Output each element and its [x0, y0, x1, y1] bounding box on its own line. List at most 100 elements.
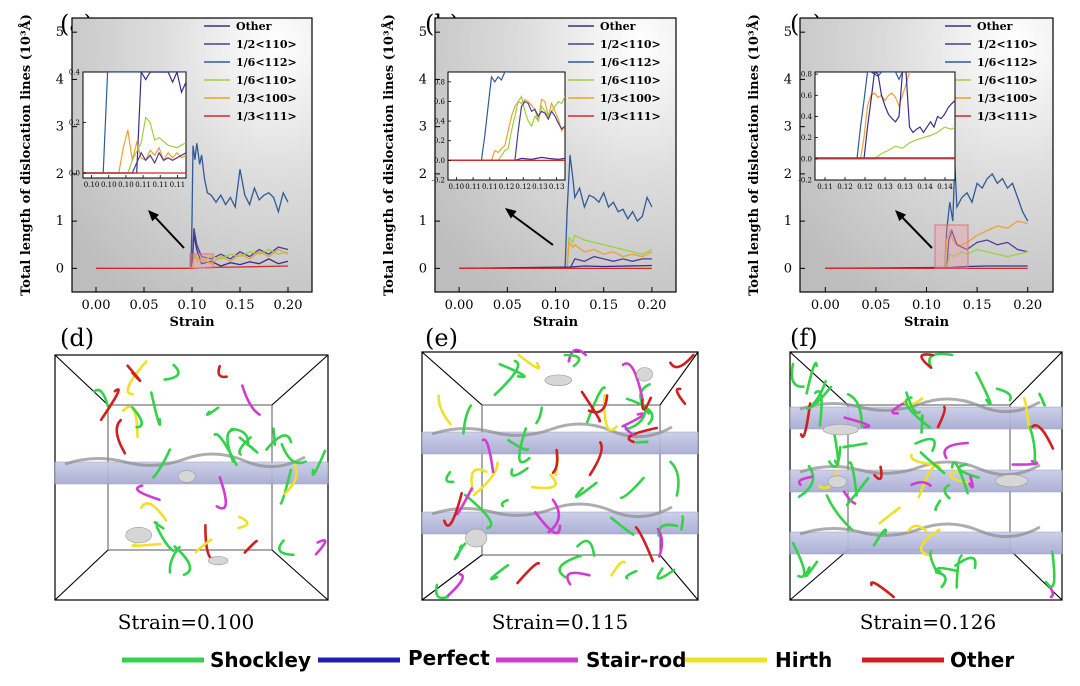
dislocation-line: [1022, 397, 1031, 431]
inset-series-line-1-3-100: [448, 98, 565, 161]
zoom-region-box: [934, 224, 969, 269]
dislocation-line: [624, 408, 647, 431]
zoom-arrow-head: [148, 210, 159, 222]
zoom-arrow-head: [505, 208, 517, 219]
dislocation-line: [619, 476, 645, 500]
y-axis-label: Total length of dislocation lines (10³Å): [381, 14, 397, 296]
interface-plane: [789, 531, 1063, 555]
dislocation-line: [574, 481, 598, 498]
zoom-arrow-head: [895, 210, 907, 222]
dislocation-line: [657, 523, 679, 537]
inset-series-line-1-6-110: [83, 116, 186, 174]
dislocation-line: [804, 560, 819, 578]
inset-y-tick-label: 0.6: [801, 92, 813, 100]
zoom-region-box: [189, 253, 214, 269]
dislocation-line: [873, 465, 883, 481]
dislocation-line: [904, 396, 931, 429]
defect-cluster: [636, 367, 653, 382]
legend-label-1-3-111: 1/3<111>: [977, 110, 1038, 123]
dislocation-line: [434, 583, 449, 600]
series-line-1-6-112: [825, 164, 1029, 270]
dislocation-line: [280, 442, 307, 465]
dislocation-line: [163, 363, 180, 381]
inset-series-group: [448, 72, 565, 161]
y-tick-label: 5: [419, 25, 427, 40]
legend-label-1-3-100: 1/3<100>: [600, 92, 661, 105]
defect-cluster: [822, 423, 859, 436]
y-axis-label: Total length of dislocation lines (10³Å): [18, 14, 34, 296]
dislocation-line: [115, 418, 127, 455]
legend-label-1-6-110: 1/6<110>: [236, 74, 297, 87]
zoom-arrow-line: [900, 215, 933, 249]
legend-label-other: Other: [236, 20, 272, 33]
dislocation-line: [518, 427, 531, 464]
dislocation-line: [489, 563, 510, 581]
dislocation-line: [603, 393, 618, 432]
caption-d: Strain=0.100: [118, 610, 255, 634]
x-axis-label: Strain: [169, 315, 215, 330]
dislocation-line: [566, 571, 591, 586]
dislocation-line: [842, 442, 868, 449]
y-axis-label: Total length of dislocation lines (10³Å): [746, 14, 762, 296]
dislocation-line: [500, 498, 509, 508]
series-line-1-3-100: [825, 220, 1028, 270]
interface-plane: [421, 511, 699, 535]
zoom-arrow-line: [153, 215, 185, 249]
plane-surface-feature: [431, 422, 673, 439]
x-tick-label: 0.10: [912, 298, 941, 313]
dislocation-line: [907, 524, 928, 533]
inset-y-tick-label: 0.0: [434, 157, 445, 165]
dislocation-line: [472, 461, 499, 497]
legend-label-1-6-110: 1/6<110>: [600, 74, 661, 87]
dislocation-line: [919, 528, 941, 557]
dislocation-line: [920, 353, 934, 369]
panel-label-d: (d): [60, 324, 94, 352]
y-tick-label: 3: [56, 120, 64, 135]
legend-label-hirth: Hirth: [775, 648, 832, 672]
dislocation-line: [150, 391, 162, 426]
x-tick-label: 0.00: [811, 298, 840, 313]
legend-label-1-2-110: 1/2<110>: [977, 38, 1038, 51]
x-tick-label: 0.00: [445, 298, 474, 313]
inset-y-tick-label: 0.2: [801, 134, 812, 142]
y-tick-label: 3: [784, 120, 792, 135]
inset-series-line-1-6-110: [815, 126, 955, 160]
y-tick-label: 4: [784, 72, 792, 87]
dislocation-line: [135, 484, 161, 501]
y-tick-label: 1: [784, 214, 792, 229]
dislocation-line: [241, 384, 261, 416]
dislocation-line: [621, 362, 644, 401]
legend-label-other: Other: [950, 648, 1014, 672]
defect-cluster: [177, 470, 196, 483]
x-tick-label: 0.10: [541, 298, 570, 313]
inset-y-tick-label: 0.8: [801, 71, 812, 79]
inset-x-tick-label: 0.12: [499, 183, 515, 191]
dislocation-line: [205, 406, 220, 416]
y-tick-label: 5: [784, 25, 792, 40]
dislocation-line: [443, 491, 463, 527]
dislocation-line: [194, 538, 213, 554]
dislocation-line: [799, 402, 812, 438]
dislocation-legend: Shockley Perfect Stair-rod Hirth Other: [122, 646, 1014, 672]
dislocation-line: [791, 541, 806, 579]
dislocation-line: [656, 567, 676, 580]
inset-x-tick-label: 0.10: [101, 181, 117, 189]
x-tick-label: 0.15: [963, 298, 992, 313]
dislocation-line: [588, 441, 604, 477]
dislocation-line: [950, 461, 969, 495]
dislocation-line: [585, 386, 606, 424]
dislocation-line: [872, 528, 887, 547]
dislocation-line: [516, 561, 541, 585]
y-tick-label: 4: [419, 72, 427, 87]
inset-series-line-1-3-100: [83, 129, 186, 174]
x-tick-label: 0.05: [493, 298, 522, 313]
dislocation-line: [905, 391, 921, 415]
interface-plane: [789, 406, 1063, 430]
inset-x-tick-label: 0.12: [515, 183, 531, 191]
dislocation-line: [818, 469, 839, 490]
dislocation-line: [587, 394, 609, 414]
dislocation-line: [131, 542, 162, 548]
legend-label-1-6-110: 1/6<110>: [977, 74, 1038, 87]
series-line-1-3-111: [96, 265, 289, 270]
dislocation-line: [625, 569, 638, 580]
